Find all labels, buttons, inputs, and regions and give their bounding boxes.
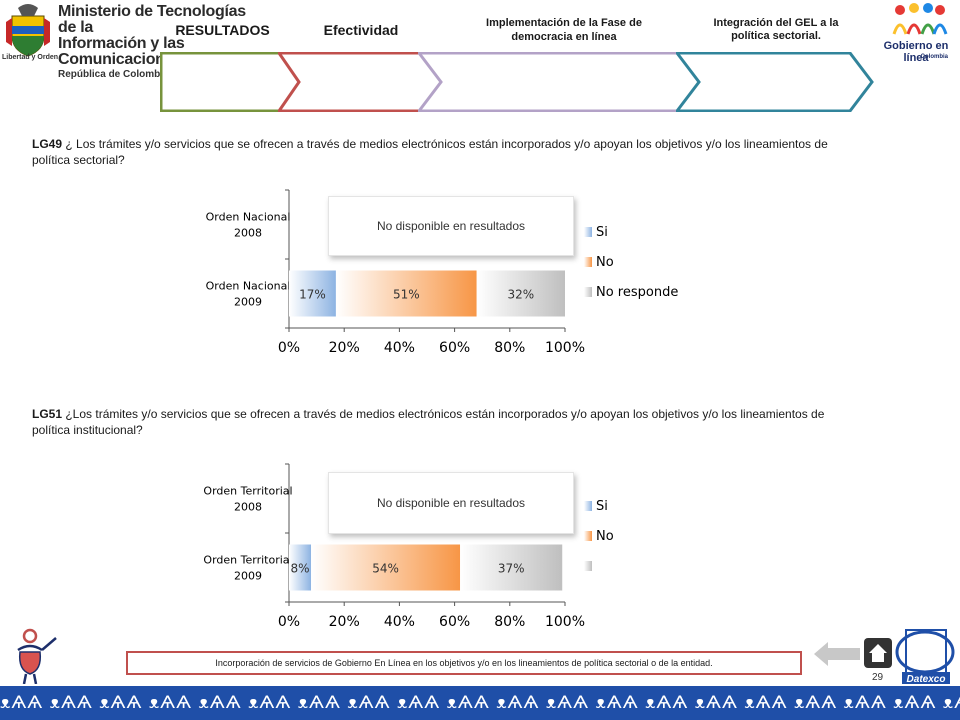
legend-label: No responde [596, 285, 678, 300]
ministry-name-line3: República de Colombia [58, 69, 169, 80]
x-tick-label: 0% [278, 614, 300, 630]
data-label: 17% [299, 288, 326, 302]
legend-label: No [596, 255, 614, 270]
bar-segment [335, 270, 477, 317]
question-text: ¿ Los trámites y/o servicios que se ofre… [32, 137, 828, 167]
gel-country-text: Colombia [920, 54, 948, 60]
legend-swatch [584, 561, 592, 571]
category-label: Orden Territorial [203, 485, 292, 498]
footer-caption: Incorporación de servicios de Gobierno E… [126, 651, 802, 675]
x-tick-label: 60% [439, 614, 470, 630]
data-label: 51% [393, 288, 420, 302]
not-available-note: No disponible en resultados [328, 472, 574, 534]
tab-integracion[interactable]: Integración del GEL a la política sector… [713, 17, 839, 42]
ministry-name: Ministerio de Tecnologías de la Informac… [58, 3, 248, 81]
category-label: 2008 [234, 501, 262, 514]
category-label: 2008 [234, 227, 262, 240]
ministry-name-line2: Información y las Comunicaciones [58, 35, 185, 68]
legend-swatch [584, 287, 592, 297]
tab-democracia[interactable]: Implementación de la Fase de democracia … [486, 17, 642, 43]
person-mascot-icon [17, 628, 57, 684]
data-label: 32% [508, 288, 535, 302]
x-tick-label: 20% [329, 340, 360, 356]
x-tick-label: 0% [278, 340, 300, 356]
stacked-bar-chart-lg49: 0% 20% 40% 60% 80% 100% Orden Nacional 2008 Orde… [206, 189, 678, 356]
legend-swatch [584, 501, 592, 511]
legend-swatch [584, 531, 592, 541]
gel-brand-text: Gobierno en línea [883, 40, 949, 64]
x-tick-label: 80% [494, 340, 525, 356]
tab-democracia-shape [418, 52, 704, 112]
legend-swatch [584, 227, 592, 237]
ministry-name-line1: Ministerio de Tecnologías de la [58, 3, 246, 36]
category-label: Orden Nacional [206, 211, 291, 224]
x-tick-label: 20% [329, 614, 360, 630]
decorative-people-strip: ᴥѦѦ ᴥѦѦ ᴥѦѦ ᴥѦѦ ᴥѦѦ ᴥѦѦ ᴥѦѦ ᴥѦѦ ᴥѦѦ ᴥѦѦ … [0, 686, 960, 720]
x-tick-label: 80% [494, 614, 525, 630]
question-lg51: LG51 ¿Los trámites y/o servicios que se … [32, 406, 832, 438]
legend-label: No [596, 529, 614, 544]
bar-segment [476, 270, 565, 317]
not-available-note: No disponible en resultados [328, 196, 574, 256]
x-tick-label: 100% [545, 614, 585, 630]
bar-segment [311, 544, 461, 591]
question-code: LG49 [32, 137, 63, 151]
legend-label: Si [596, 225, 608, 240]
question-text: ¿Los trámites y/o servicios que se ofrec… [32, 407, 825, 437]
tab-efectividad[interactable]: Efectividad [323, 22, 399, 38]
bar-segment [289, 544, 312, 591]
x-tick-label: 60% [439, 340, 470, 356]
legend-swatch [584, 257, 592, 267]
category-label: 2009 [234, 570, 262, 583]
home-icon[interactable] [864, 638, 892, 668]
people-pattern-icon: ᴥѦѦ ᴥѦѦ ᴥѦѦ ᴥѦѦ ᴥѦѦ ᴥѦѦ ᴥѦѦ ᴥѦѦ ᴥѦѦ ᴥѦѦ … [0, 693, 960, 713]
page-number: 29 [872, 672, 884, 683]
tab-integracion-shape [676, 52, 874, 112]
stacked-bar-chart-lg51: 0% 20% 40% 60% 80% 100% Orden Territorial 2008 O… [203, 463, 614, 630]
tab-resultados[interactable]: RESULTADOS [175, 22, 270, 38]
motto-text: Libertad y Orden [2, 54, 59, 61]
gel-people-logo-icon [892, 3, 948, 35]
category-label: Orden Nacional [206, 280, 291, 293]
bar-segment [289, 270, 336, 317]
x-tick-label: 40% [384, 340, 415, 356]
category-label: 2009 [234, 296, 262, 309]
data-label: 8% [291, 562, 310, 576]
bar-segment [460, 544, 563, 591]
colombia-coat-of-arms-icon [6, 4, 50, 57]
datexco-brand-text: Datexco [907, 674, 946, 685]
category-label: Orden Territorial [203, 554, 292, 567]
question-lg49: LG49 ¿ Los trámites y/o servicios que se… [32, 136, 832, 168]
legend-label: Si [596, 499, 608, 514]
x-tick-label: 100% [545, 340, 585, 356]
back-arrow-icon[interactable] [812, 640, 862, 668]
question-code: LG51 [32, 407, 63, 421]
data-label: 54% [372, 562, 399, 576]
x-tick-label: 40% [384, 614, 415, 630]
datexco-logo-icon: Datexco [895, 629, 955, 685]
data-label: 37% [498, 562, 525, 576]
